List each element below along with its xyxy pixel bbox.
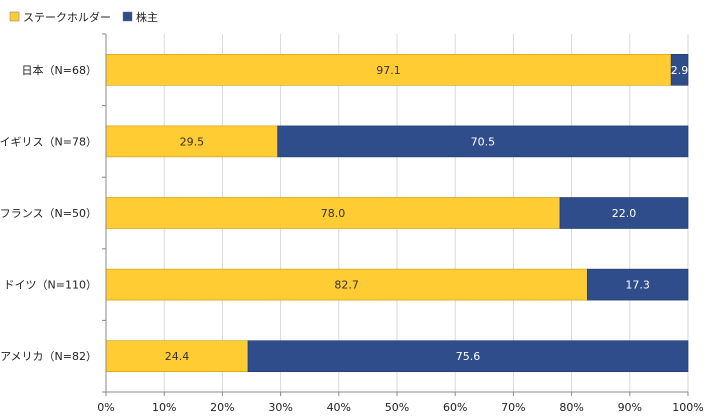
category-label: ドイツ（N=110） [4, 279, 97, 292]
data-label: 82.7 [334, 279, 359, 292]
x-tick-label: 10% [152, 401, 176, 414]
data-label: 24.4 [165, 350, 190, 363]
legend: ステークホルダー 株主 [9, 10, 158, 24]
category-label: イギリス（N=78） [0, 135, 97, 148]
data-label: 22.0 [612, 207, 637, 220]
data-label: 78.0 [321, 207, 346, 220]
x-tick-label: 0% [97, 401, 114, 414]
bar-segment [587, 268, 689, 301]
x-tick-label: 20% [210, 401, 234, 414]
category-label: 日本（N=68） [22, 63, 97, 77]
data-label: 29.5 [180, 135, 205, 148]
x-tick-label: 70% [501, 401, 525, 414]
data-label: 97.1 [376, 64, 401, 77]
bar-segment [105, 197, 561, 229]
x-tick-label: 40% [327, 401, 351, 414]
x-tick-label: 30% [268, 401, 292, 414]
bar-segment [247, 340, 689, 373]
legend-label: ステークホルダー [23, 10, 111, 24]
x-tick-label: 80% [559, 401, 583, 414]
x-tick-label: 60% [443, 401, 467, 414]
legend-label: 株主 [136, 10, 158, 24]
bar-segment [559, 197, 689, 229]
bar-segment [105, 268, 588, 301]
category-label: アメリカ（N=82） [0, 350, 97, 363]
legend-swatch [122, 11, 133, 22]
bar-segment [105, 125, 278, 158]
category-label: フランス（N=50） [0, 207, 97, 220]
axes: 0% 10% 20% 30% 40% 50% 60% 70% 80% 90% 100% 日本（N=68… [0, 33, 704, 414]
x-tick-label: 50% [385, 401, 409, 414]
data-label: 2.9 [671, 64, 689, 77]
bar-segment [277, 125, 689, 158]
data-label: 70.5 [471, 135, 496, 148]
bars: 97.1 2.9 29.5 70.5 78.0 22.0 82.7 17.3 24.4 75.6 [105, 53, 689, 373]
x-tick-label: 100% [672, 401, 703, 414]
data-label: 75.6 [456, 350, 481, 363]
bar-segment [670, 53, 689, 86]
x-tick-label: 90% [618, 401, 642, 414]
legend-swatch [9, 11, 20, 22]
data-label: 17.3 [625, 279, 650, 292]
